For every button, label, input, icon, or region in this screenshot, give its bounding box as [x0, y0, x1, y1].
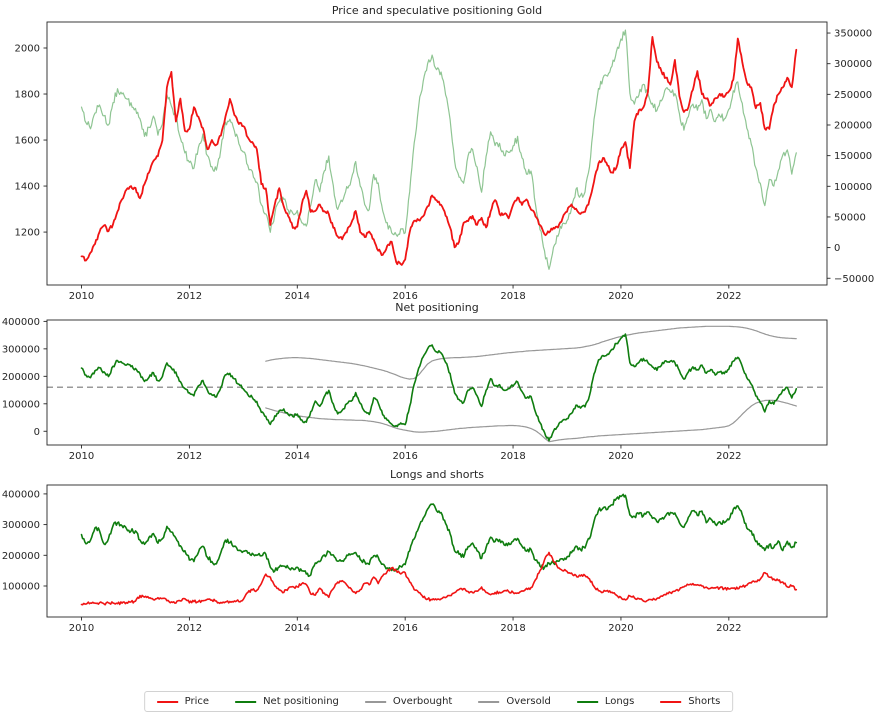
x-tick-label: 2012	[177, 623, 202, 634]
x-tick-label: 2022	[716, 451, 741, 462]
x-tick-label: 2014	[285, 451, 310, 462]
y-tick-label: 100000	[2, 399, 40, 410]
y-tick-right-label: 200000	[834, 120, 872, 131]
y-tick-label: 300000	[2, 520, 40, 531]
chart-title-longs-shorts: Longs and shorts	[389, 468, 485, 481]
x-tick-label: 2020	[608, 451, 633, 462]
x-tick-label: 2010	[69, 451, 94, 462]
speculative-positioning-line	[80, 29, 797, 270]
x-tick-label: 2014	[285, 291, 310, 302]
x-tick-label: 2012	[177, 451, 202, 462]
y-tick-label: 1800	[15, 90, 40, 101]
y-tick-right-label: 100000	[834, 182, 872, 193]
y-tick-right-label: 150000	[834, 151, 872, 162]
y-tick-right-label: 50000	[834, 212, 866, 223]
legend-label: Shorts	[688, 696, 721, 707]
legend-label: Longs	[604, 696, 635, 707]
y-tick-right-label: 300000	[834, 59, 872, 70]
y-tick-right-label: 350000	[834, 29, 872, 40]
y-tick-label: 300000	[2, 344, 40, 355]
y-tick-label: 400000	[2, 317, 40, 328]
y-tick-label: 2000	[15, 44, 40, 55]
x-tick-label: 2020	[608, 623, 633, 634]
y-tick-label: 1600	[15, 136, 40, 147]
legend-label: Oversold	[506, 696, 551, 707]
axes-frame	[46, 319, 828, 446]
legend-item-overbought: Overbought	[364, 696, 453, 707]
longs-line-swatch	[576, 700, 598, 703]
y-tick-label: 100000	[2, 581, 40, 592]
legend-item-oversold: Oversold	[478, 696, 551, 707]
chart-legend: Price Net positioning Overbought Oversol…	[143, 691, 734, 712]
price-line-swatch	[156, 700, 178, 703]
x-tick-label: 2020	[608, 291, 633, 302]
x-tick-label: 2018	[500, 623, 525, 634]
y-tick-right-label: −50000	[834, 274, 874, 285]
x-tick-label: 2018	[500, 291, 525, 302]
x-tick-label: 2012	[177, 291, 202, 302]
x-tick-label: 2014	[285, 623, 310, 634]
x-tick-label: 2022	[716, 623, 741, 634]
y-tick-right-label: 0	[834, 243, 840, 254]
legend-label: Net positioning	[263, 696, 339, 707]
y-tick-right-label: 250000	[834, 90, 872, 101]
oversold-line-swatch	[478, 700, 500, 703]
x-tick-label: 2016	[392, 291, 417, 302]
y-tick-label: 200000	[2, 372, 40, 383]
legend-label: Price	[184, 696, 210, 707]
y-tick-label: 1200	[15, 228, 40, 239]
overbought-line-swatch	[364, 700, 386, 703]
shorts-line	[80, 551, 798, 606]
y-tick-label: 400000	[2, 489, 40, 500]
longs-line	[80, 493, 798, 578]
chart-title-net-positioning: Net positioning	[395, 301, 479, 314]
y-tick-label: 1400	[15, 182, 40, 193]
x-tick-label: 2018	[500, 451, 525, 462]
x-tick-label: 2016	[392, 623, 417, 634]
axes-frame	[46, 484, 828, 618]
x-tick-label: 2022	[716, 291, 741, 302]
overbought-line	[265, 325, 797, 380]
chart-title-price: Price and speculative positioning Gold	[331, 4, 543, 17]
net-positioning-line-swatch	[235, 700, 257, 703]
legend-item-shorts: Shorts	[660, 696, 720, 707]
x-tick-label: 2010	[69, 291, 94, 302]
x-tick-label: 2010	[69, 623, 94, 634]
oversold-line	[265, 399, 797, 443]
legend-item-net-positioning: Net positioning	[235, 696, 339, 707]
shorts-line-swatch	[660, 700, 682, 703]
price-line	[80, 36, 798, 266]
axes-frame	[46, 21, 828, 286]
y-tick-label: 0	[34, 427, 40, 438]
y-tick-label: 200000	[2, 551, 40, 562]
legend-label: Overbought	[392, 696, 453, 707]
legend-item-longs: Longs	[576, 696, 635, 707]
net-positioning-line	[80, 333, 798, 442]
legend-item-price: Price	[156, 696, 210, 707]
x-tick-label: 2016	[392, 451, 417, 462]
